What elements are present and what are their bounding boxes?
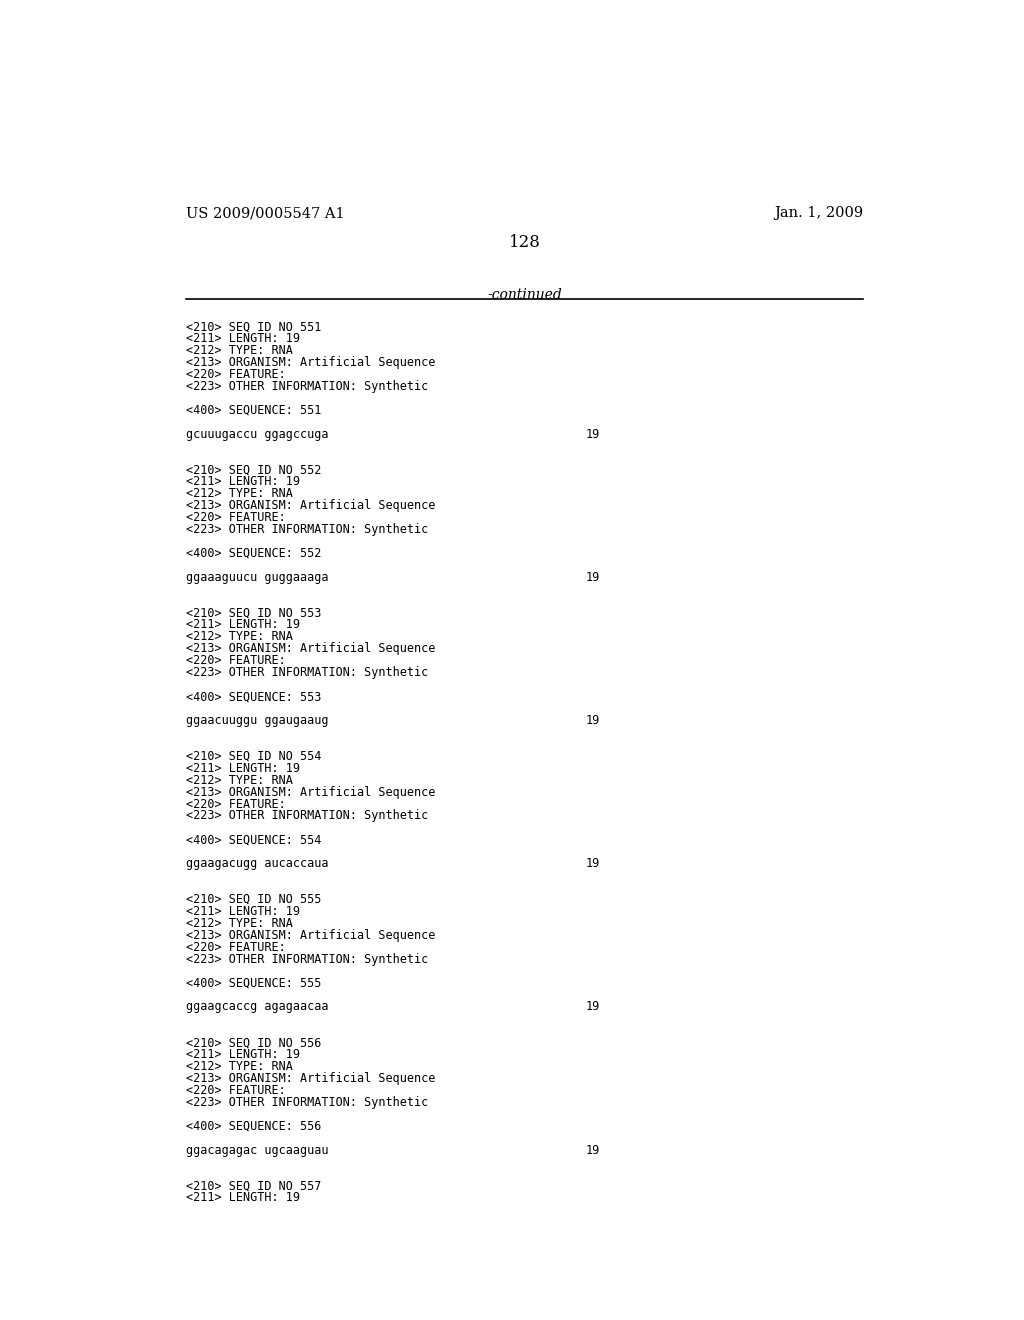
Text: <212> TYPE: RNA: <212> TYPE: RNA — [186, 345, 293, 356]
Text: <213> ORGANISM: Artificial Sequence: <213> ORGANISM: Artificial Sequence — [186, 929, 435, 941]
Text: <220> FEATURE:: <220> FEATURE: — [186, 655, 286, 668]
Text: <220> FEATURE:: <220> FEATURE: — [186, 941, 286, 954]
Text: <220> FEATURE:: <220> FEATURE: — [186, 368, 286, 381]
Text: <210> SEQ ID NO 557: <210> SEQ ID NO 557 — [186, 1180, 322, 1192]
Text: <210> SEQ ID NO 556: <210> SEQ ID NO 556 — [186, 1036, 322, 1049]
Text: 19: 19 — [586, 1001, 599, 1014]
Text: US 2009/0005547 A1: US 2009/0005547 A1 — [186, 206, 345, 220]
Text: <223> OTHER INFORMATION: Synthetic: <223> OTHER INFORMATION: Synthetic — [186, 953, 428, 966]
Text: <210> SEQ ID NO 551: <210> SEQ ID NO 551 — [186, 321, 322, 333]
Text: <223> OTHER INFORMATION: Synthetic: <223> OTHER INFORMATION: Synthetic — [186, 380, 428, 393]
Text: <211> LENGTH: 19: <211> LENGTH: 19 — [186, 906, 300, 917]
Text: ggacagagac ugcaaguau: ggacagagac ugcaaguau — [186, 1143, 329, 1156]
Text: 19: 19 — [586, 1143, 599, 1156]
Text: <400> SEQUENCE: 551: <400> SEQUENCE: 551 — [186, 404, 322, 417]
Text: <210> SEQ ID NO 552: <210> SEQ ID NO 552 — [186, 463, 322, 477]
Text: 19: 19 — [586, 714, 599, 727]
Text: ggaacuuggu ggaugaaug: ggaacuuggu ggaugaaug — [186, 714, 329, 727]
Text: <212> TYPE: RNA: <212> TYPE: RNA — [186, 917, 293, 929]
Text: gcuuugaccu ggagccuga: gcuuugaccu ggagccuga — [186, 428, 329, 441]
Text: <212> TYPE: RNA: <212> TYPE: RNA — [186, 774, 293, 787]
Text: <210> SEQ ID NO 555: <210> SEQ ID NO 555 — [186, 892, 322, 906]
Text: 19: 19 — [586, 857, 599, 870]
Text: <213> ORGANISM: Artificial Sequence: <213> ORGANISM: Artificial Sequence — [186, 1072, 435, 1085]
Text: <400> SEQUENCE: 555: <400> SEQUENCE: 555 — [186, 977, 322, 990]
Text: <400> SEQUENCE: 553: <400> SEQUENCE: 553 — [186, 690, 322, 704]
Text: 19: 19 — [586, 570, 599, 583]
Text: <213> ORGANISM: Artificial Sequence: <213> ORGANISM: Artificial Sequence — [186, 499, 435, 512]
Text: <223> OTHER INFORMATION: Synthetic: <223> OTHER INFORMATION: Synthetic — [186, 809, 428, 822]
Text: <211> LENGTH: 19: <211> LENGTH: 19 — [186, 333, 300, 345]
Text: <212> TYPE: RNA: <212> TYPE: RNA — [186, 631, 293, 643]
Text: 128: 128 — [509, 234, 541, 251]
Text: <223> OTHER INFORMATION: Synthetic: <223> OTHER INFORMATION: Synthetic — [186, 1096, 428, 1109]
Text: <212> TYPE: RNA: <212> TYPE: RNA — [186, 1060, 293, 1073]
Text: <210> SEQ ID NO 553: <210> SEQ ID NO 553 — [186, 607, 322, 619]
Text: <212> TYPE: RNA: <212> TYPE: RNA — [186, 487, 293, 500]
Text: <211> LENGTH: 19: <211> LENGTH: 19 — [186, 475, 300, 488]
Text: <220> FEATURE:: <220> FEATURE: — [186, 797, 286, 810]
Text: <213> ORGANISM: Artificial Sequence: <213> ORGANISM: Artificial Sequence — [186, 356, 435, 368]
Text: <220> FEATURE:: <220> FEATURE: — [186, 1084, 286, 1097]
Text: 19: 19 — [586, 428, 599, 441]
Text: <210> SEQ ID NO 554: <210> SEQ ID NO 554 — [186, 750, 322, 763]
Text: <400> SEQUENCE: 552: <400> SEQUENCE: 552 — [186, 546, 322, 560]
Text: <211> LENGTH: 19: <211> LENGTH: 19 — [186, 1192, 300, 1204]
Text: Jan. 1, 2009: Jan. 1, 2009 — [774, 206, 863, 220]
Text: <400> SEQUENCE: 554: <400> SEQUENCE: 554 — [186, 833, 322, 846]
Text: <213> ORGANISM: Artificial Sequence: <213> ORGANISM: Artificial Sequence — [186, 643, 435, 655]
Text: ggaaaguucu guggaaaga: ggaaaguucu guggaaaga — [186, 570, 329, 583]
Text: <211> LENGTH: 19: <211> LENGTH: 19 — [186, 762, 300, 775]
Text: ggaagacugg aucaccaua: ggaagacugg aucaccaua — [186, 857, 329, 870]
Text: <211> LENGTH: 19: <211> LENGTH: 19 — [186, 1048, 300, 1061]
Text: -continued: -continued — [487, 288, 562, 302]
Text: <223> OTHER INFORMATION: Synthetic: <223> OTHER INFORMATION: Synthetic — [186, 667, 428, 680]
Text: <220> FEATURE:: <220> FEATURE: — [186, 511, 286, 524]
Text: ggaagcaccg agagaacaa: ggaagcaccg agagaacaa — [186, 1001, 329, 1014]
Text: <400> SEQUENCE: 556: <400> SEQUENCE: 556 — [186, 1119, 322, 1133]
Text: <223> OTHER INFORMATION: Synthetic: <223> OTHER INFORMATION: Synthetic — [186, 523, 428, 536]
Text: <213> ORGANISM: Artificial Sequence: <213> ORGANISM: Artificial Sequence — [186, 785, 435, 799]
Text: <211> LENGTH: 19: <211> LENGTH: 19 — [186, 619, 300, 631]
